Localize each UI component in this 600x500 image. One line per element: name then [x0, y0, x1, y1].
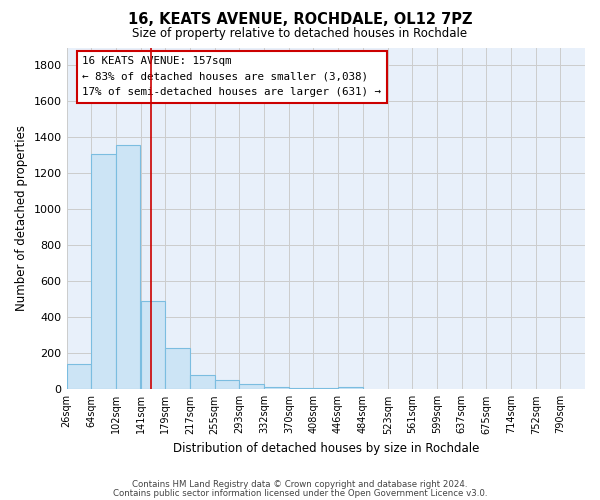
Text: Size of property relative to detached houses in Rochdale: Size of property relative to detached ho…	[133, 28, 467, 40]
Text: 16, KEATS AVENUE, ROCHDALE, OL12 7PZ: 16, KEATS AVENUE, ROCHDALE, OL12 7PZ	[128, 12, 472, 28]
Bar	[338, 386, 362, 390]
Bar	[265, 386, 289, 390]
Y-axis label: Number of detached properties: Number of detached properties	[15, 126, 28, 312]
Text: Contains public sector information licensed under the Open Government Licence v3: Contains public sector information licen…	[113, 488, 487, 498]
X-axis label: Distribution of detached houses by size in Rochdale: Distribution of detached houses by size …	[173, 442, 479, 455]
Bar	[67, 364, 91, 390]
Bar	[215, 380, 239, 390]
Bar	[166, 348, 190, 390]
Bar	[190, 375, 215, 390]
Bar	[91, 154, 116, 390]
Bar	[141, 301, 166, 390]
Bar	[289, 388, 313, 390]
Text: Contains HM Land Registry data © Crown copyright and database right 2024.: Contains HM Land Registry data © Crown c…	[132, 480, 468, 489]
Bar	[313, 388, 338, 390]
Bar	[116, 144, 140, 390]
Bar	[239, 384, 264, 390]
Text: 16 KEATS AVENUE: 157sqm
← 83% of detached houses are smaller (3,038)
17% of semi: 16 KEATS AVENUE: 157sqm ← 83% of detache…	[82, 56, 381, 97]
